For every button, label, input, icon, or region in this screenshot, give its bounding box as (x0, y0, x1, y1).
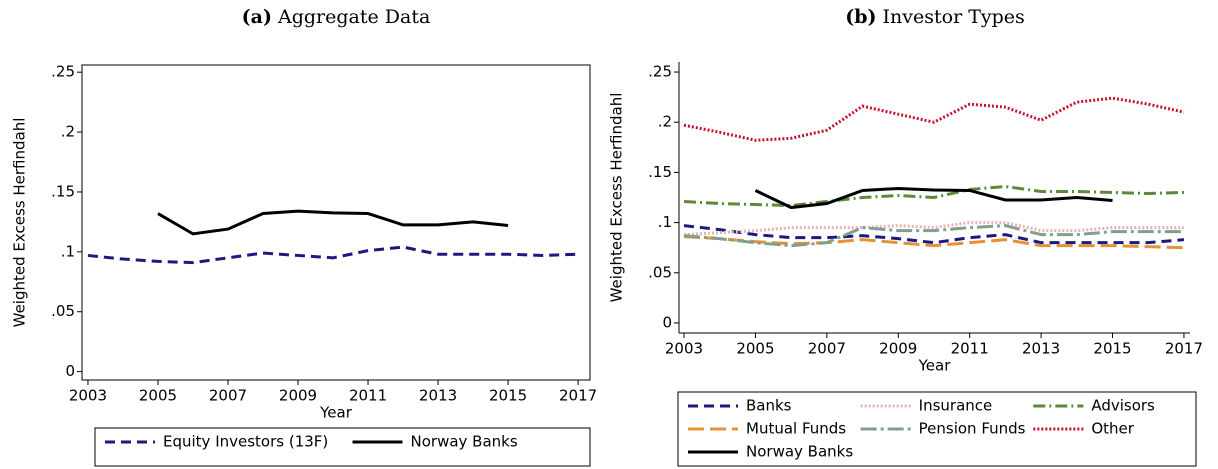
legend-label: Mutual Funds (746, 420, 846, 438)
chart-title: (b) Investor Types (845, 6, 1025, 28)
y-tick-label: .05 (648, 263, 672, 281)
x-tick-label: 2003 (665, 340, 703, 358)
x-axis-label: Year (918, 357, 952, 375)
series-line (87, 245, 579, 265)
panel-label: (b) (845, 6, 876, 28)
chart-panel: (a) Aggregate Data 0 .05 .1 .15 .2 .25 2003 2005… (11, 6, 597, 467)
y-axis-label: Weighted Excess Herfindahl (608, 93, 626, 303)
legend-label: Banks (746, 397, 792, 415)
y-tick-label: .1 (61, 242, 75, 260)
plot-frame (81, 64, 591, 381)
x-tick-label: 2009 (879, 340, 917, 358)
series-line (683, 96, 1185, 142)
legend-box (677, 391, 1197, 467)
legend-label: Advisors (1091, 397, 1155, 415)
x-tick-label: 2013 (1022, 340, 1060, 358)
legend-label: Insurance (919, 397, 993, 415)
chart-title: (a) Aggregate Data (242, 6, 431, 28)
x-axis-label: Year (319, 404, 353, 422)
series-line (157, 209, 509, 236)
legend-label: Norway Banks (411, 433, 518, 451)
series-line (683, 184, 1184, 208)
legend-label: Norway Banks (746, 443, 853, 461)
series-line (754, 186, 1113, 210)
x-tick-label: 2007 (808, 340, 846, 358)
x-tick-label: 2003 (69, 387, 107, 405)
y-tick-label: .2 (658, 113, 672, 131)
x-tick-label: 2005 (139, 387, 177, 405)
chart-panel: (b) Investor Types 0 .05 .1 .15 .2 .25 2003 2005… (608, 6, 1203, 467)
y-tick-label: 0 (65, 362, 75, 380)
series-line (683, 224, 1185, 245)
x-tick-label: 2015 (1093, 340, 1131, 358)
x-tick-label: 2015 (489, 387, 527, 405)
legend-box (94, 427, 591, 467)
series-line (683, 224, 1184, 248)
x-tick-label: 2013 (419, 387, 457, 405)
x-tick-label: 2017 (1165, 340, 1203, 358)
y-tick-label: .15 (648, 163, 672, 181)
y-tick-label: .25 (648, 63, 672, 81)
legend-label: Pension Funds (919, 420, 1026, 438)
y-tick-label: .1 (658, 213, 672, 231)
title-text: Investor Types (883, 6, 1025, 28)
y-tick-label: .2 (61, 123, 75, 141)
x-tick-label: 2017 (559, 387, 597, 405)
x-tick-label: 2007 (209, 387, 247, 405)
legend-label: Equity Investors (13F) (163, 433, 328, 451)
x-tick-label: 2005 (736, 340, 774, 358)
series-line (683, 235, 1184, 250)
series-line (683, 221, 1184, 237)
x-tick-label: 2009 (279, 387, 317, 405)
title-text: Aggregate Data (277, 6, 430, 28)
y-tick-label: .25 (51, 63, 75, 81)
x-tick-label: 2011 (951, 340, 989, 358)
legend-label: Other (1091, 420, 1134, 438)
x-tick-label: 2011 (349, 387, 387, 405)
y-axis-label: Weighted Excess Herfindahl (11, 118, 29, 328)
y-tick-label: 0 (662, 313, 672, 331)
panel-label: (a) (242, 6, 272, 28)
y-tick-label: .05 (51, 302, 75, 320)
y-tick-label: .15 (51, 182, 75, 200)
